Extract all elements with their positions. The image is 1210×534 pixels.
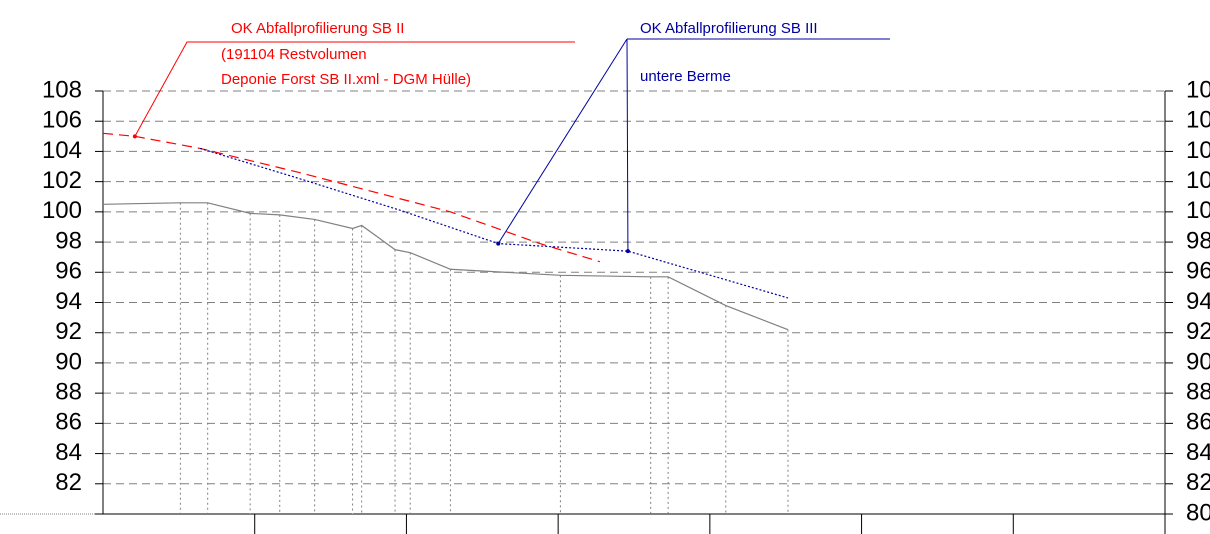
leader-line — [134, 41, 575, 137]
annotation: OK Abfallprofilierung SB II — [231, 20, 404, 37]
annotation: OK Abfallprofilierung SB III — [640, 20, 818, 37]
y2-tick-label: 80 — [1186, 499, 1210, 526]
y-tick-label: 92 — [55, 318, 82, 345]
y-tick-label: 94 — [55, 288, 82, 315]
y-tick-label: 86 — [55, 409, 82, 436]
y2-tick-label: 86 — [1186, 409, 1210, 436]
y-tick-label: 106 — [42, 107, 82, 134]
y-tick-label: 104 — [42, 137, 82, 164]
y2-tick-label: 90 — [1186, 348, 1210, 375]
y2-tick-label: 98 — [1186, 227, 1210, 254]
y-tick-label: 82 — [55, 469, 82, 496]
y-tick-label: 90 — [55, 348, 82, 375]
y2-tick-label: 108 — [1186, 76, 1210, 103]
y2-tick-label: 82 — [1186, 469, 1210, 496]
y2-tick-label: 106 — [1186, 107, 1210, 134]
y-tick-label: 102 — [42, 167, 82, 194]
profile-line — [102, 202, 789, 331]
y2-tick-label: 84 — [1186, 439, 1210, 466]
y-tick-label: 98 — [55, 227, 82, 254]
y-tick-label: 84 — [55, 439, 82, 466]
y2-tick-label: 96 — [1186, 258, 1210, 285]
annotation: Deponie Forst SB II.xml - DGM Hülle) — [221, 71, 471, 88]
y-tick-label: 108 — [42, 76, 82, 103]
y2-tick-label: 102 — [1186, 167, 1210, 194]
y2-tick-label: 94 — [1186, 288, 1210, 315]
leader-line — [626, 38, 629, 252]
annotation: untere Berme — [640, 68, 731, 85]
annotation: (191104 Restvolumen — [221, 46, 367, 63]
y-tick-label: 96 — [55, 258, 82, 285]
profile-line — [199, 147, 789, 299]
y2-tick-label: 92 — [1186, 318, 1210, 345]
y2-tick-label: 88 — [1186, 378, 1210, 405]
y-tick-label: 88 — [55, 378, 82, 405]
y-tick-label: 100 — [42, 197, 82, 224]
y2-tick-label: 100 — [1186, 197, 1210, 224]
y2-tick-label: 104 — [1186, 137, 1210, 164]
leader-line — [497, 38, 628, 244]
